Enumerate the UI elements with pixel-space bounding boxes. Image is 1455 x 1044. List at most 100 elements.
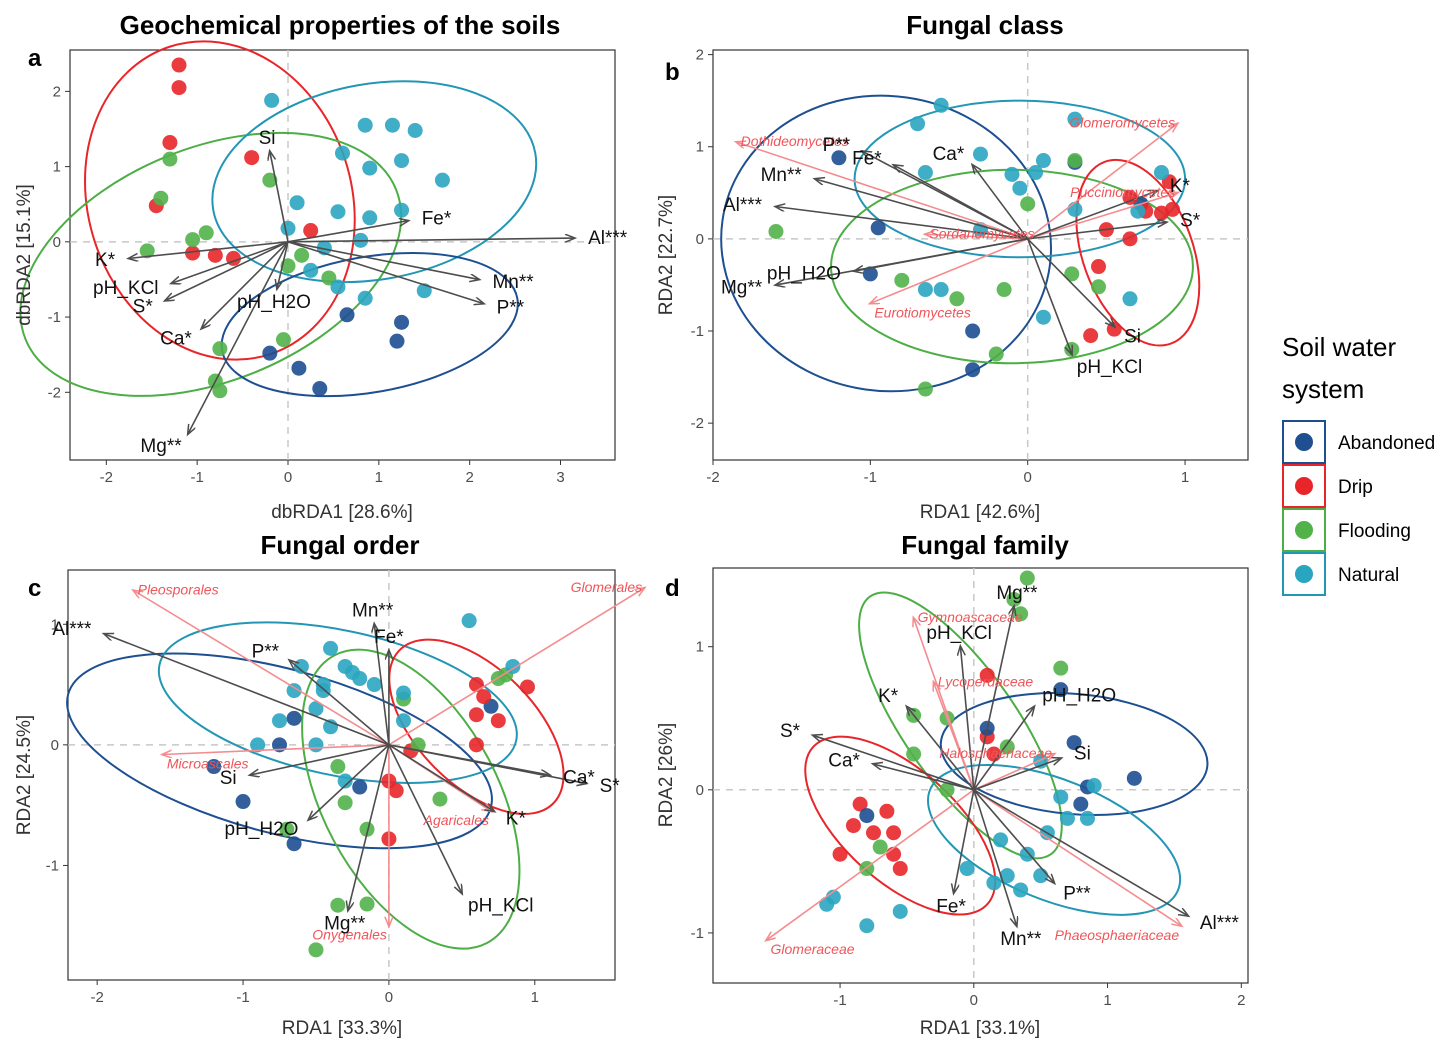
- vector-label-ph-kcl: pH_KCl: [926, 623, 991, 644]
- point-natural: [1053, 789, 1069, 805]
- point-abandoned: [312, 381, 328, 397]
- point-abandoned: [1053, 682, 1069, 698]
- point-drip: [1122, 189, 1138, 205]
- taxon-label-onygenales: Onygenales: [312, 927, 387, 943]
- point-drip: [303, 223, 319, 239]
- legend-label-abandoned: Abandoned: [1338, 433, 1435, 454]
- legend-label-flooding: Flooding: [1338, 521, 1411, 542]
- point-drip: [476, 689, 492, 705]
- point-natural: [1035, 309, 1051, 325]
- x-tick-label: 1: [1103, 992, 1111, 1009]
- point-natural: [394, 202, 410, 218]
- vector-label-si: Si: [1074, 744, 1091, 765]
- panel-c-xlabel: RDA1 [33.3%]: [282, 1018, 402, 1039]
- point-drip: [1122, 231, 1138, 247]
- point-natural: [352, 671, 368, 687]
- vector-label-mg: Mg**: [721, 277, 763, 298]
- legend-item-natural: Natural: [1282, 552, 1399, 596]
- vector-arrow-k: [388, 744, 494, 811]
- x-tick-label: 2: [465, 469, 473, 486]
- point-natural: [1004, 166, 1020, 182]
- ellipse-abandoned: [720, 94, 1052, 393]
- point-flooding: [1091, 279, 1107, 295]
- point-flooding: [359, 821, 375, 837]
- vector-label-s: S*: [780, 721, 801, 742]
- taxon-label-gymnoascaceae: Gymnoascaceae: [918, 609, 1023, 625]
- vector-arrow-ca: [202, 241, 289, 329]
- vector-arrow-p: [290, 660, 390, 746]
- point-flooding: [275, 332, 291, 348]
- vector-arrow-p: [287, 241, 483, 304]
- point-drip: [979, 667, 995, 683]
- point-natural: [993, 832, 1009, 848]
- vector-arrow-s: [165, 241, 289, 301]
- point-flooding: [1006, 591, 1022, 607]
- point-natural: [986, 875, 1002, 891]
- vector-arrow-mg: [188, 241, 289, 434]
- point-drip: [1083, 328, 1099, 344]
- point-flooding: [153, 190, 169, 206]
- panel-b-title: Fungal class: [906, 10, 1064, 40]
- point-natural: [859, 918, 875, 934]
- y-tick-label: 2: [53, 83, 61, 100]
- point-natural: [1086, 778, 1102, 794]
- vector-label-ph-h2o: pH_H2O: [1042, 685, 1116, 706]
- vector-label-si: Si: [1124, 326, 1141, 347]
- point-flooding: [162, 151, 178, 167]
- point-abandoned: [206, 759, 222, 775]
- vector-label-ph-h2o: pH_H2O: [225, 819, 299, 840]
- point-natural: [917, 165, 933, 181]
- point-flooding: [1020, 196, 1036, 212]
- vector-arrow-ph-kcl: [1026, 238, 1072, 354]
- vector-arrow-ph-kcl: [172, 241, 289, 283]
- point-flooding: [330, 897, 346, 913]
- point-flooding: [894, 272, 910, 288]
- vector-arrow-fe: [287, 221, 408, 243]
- point-flooding: [939, 782, 955, 798]
- panel-c: Fungal order c -2 -1 0 1 1 0 -1 Pleosporales Glo…: [14, 530, 644, 1039]
- point-abandoned: [870, 220, 886, 236]
- point-natural: [395, 685, 411, 701]
- y-tick-label: -1: [691, 925, 704, 942]
- vector-arrow-ph-h2o: [855, 238, 1028, 271]
- point-drip: [388, 783, 404, 799]
- y-tick-label: 1: [696, 139, 704, 156]
- point-natural: [933, 97, 949, 113]
- point-natural: [407, 122, 423, 138]
- point-natural: [286, 683, 302, 699]
- vector-label-ph-kcl: pH_KCl: [1077, 357, 1142, 378]
- point-natural: [1059, 810, 1075, 826]
- point-flooding: [330, 759, 346, 775]
- panel-a: Geochemical properties of the soils a -2…: [14, 10, 628, 523]
- panel-d-title: Fungal family: [901, 530, 1069, 560]
- panel-a-letter: a: [28, 45, 42, 72]
- vector-label-mn: Mn**: [352, 600, 394, 621]
- x-tick-label: 2: [1237, 992, 1245, 1009]
- point-flooding: [321, 270, 337, 286]
- vector-arrow-s: [388, 744, 586, 784]
- ellipse-drip: [388, 638, 565, 815]
- taxon-arrow-pleosporales: [134, 591, 390, 746]
- point-natural: [999, 868, 1015, 884]
- x-tick-label: 0: [385, 989, 393, 1006]
- panel-b-xlabel: RDA1 [42.6%]: [920, 502, 1040, 523]
- vector-label-mg: Mg**: [996, 583, 1038, 604]
- point-natural: [357, 290, 373, 306]
- point-abandoned: [389, 333, 405, 349]
- legend-item-drip: Drip: [1282, 464, 1373, 508]
- vector-label-mg: Mg**: [140, 436, 182, 457]
- point-natural: [910, 116, 926, 132]
- point-natural: [308, 737, 324, 753]
- y-tick-label: 1: [696, 639, 704, 656]
- legend-item-abandoned: Abandoned: [1282, 420, 1435, 464]
- x-tick-label: 1: [1181, 469, 1189, 486]
- point-abandoned: [862, 266, 878, 282]
- point-drip: [519, 679, 535, 695]
- point-flooding: [294, 247, 310, 263]
- taxon-label-agaricales: Agaricales: [423, 812, 489, 828]
- vector-arrow-ph-kcl: [960, 647, 975, 790]
- y-tick-label: 0: [53, 234, 61, 251]
- point-abandoned: [1126, 770, 1142, 786]
- taxon-label-pleosporales: Pleosporales: [138, 582, 219, 598]
- ellipse-natural: [853, 99, 1187, 259]
